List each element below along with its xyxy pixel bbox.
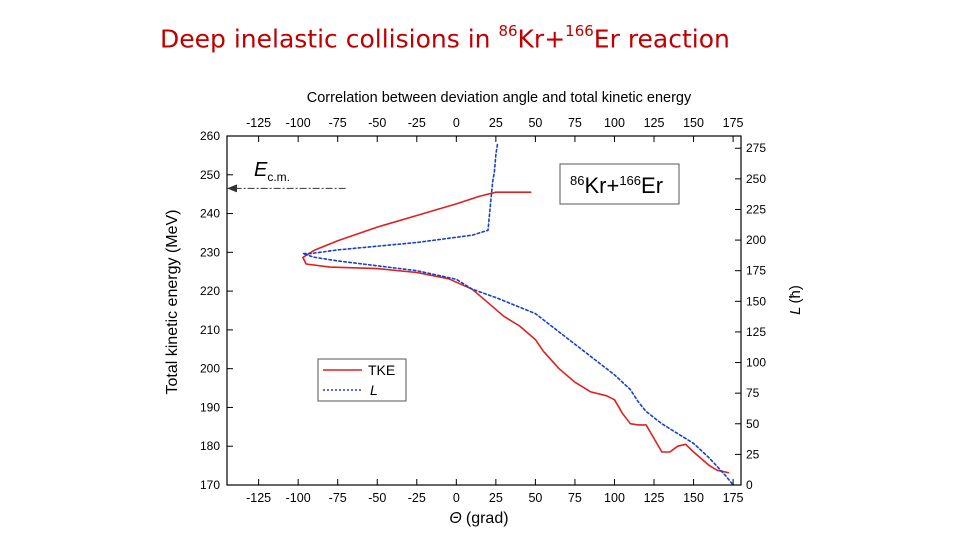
slide-title: Deep inelastic collisions in 86Kr+166Er …	[160, 22, 730, 54]
reaction-box: 86Kr+166Er	[559, 163, 680, 205]
x-tick-label-top-11: 150	[683, 116, 704, 130]
series-line-tke	[302, 191, 730, 474]
y2-tick-label-5: 125	[746, 325, 766, 339]
plot-frame	[226, 135, 742, 486]
x-tick-label-bottom-3: -50	[368, 491, 386, 505]
y-tick-label-5: 220	[200, 284, 220, 298]
y2-axis-symbol: L	[787, 307, 804, 315]
ecm-annotation: Ec.m.	[227, 159, 346, 193]
y2-tick-label-1: 25	[746, 447, 760, 461]
x-tick-label-top-5: 0	[453, 116, 460, 130]
tick-layer: -125 -125 -100 -100 -75 -75 -50 -50 -25 -25 0 0 25 25…	[200, 116, 766, 505]
y2-tick-label-0: 0	[746, 478, 753, 492]
series-line-l	[302, 143, 734, 486]
x-tick-label-top-8: 75	[568, 116, 582, 130]
legend-tke-label: TKE	[368, 362, 395, 378]
x-tick-label-bottom-8: 75	[568, 491, 582, 505]
ecm-label-sub: c.m.	[267, 170, 290, 184]
x-tick-label-top-12: 175	[723, 116, 744, 130]
x-axis-label: Θ (grad)	[449, 510, 508, 527]
x-tick-label-bottom-9: 100	[604, 491, 625, 505]
x-tick-label-bottom-11: 150	[683, 491, 704, 505]
x-tick-label-bottom-5: 0	[453, 491, 460, 505]
reaction-er-symbol: Er	[641, 173, 663, 198]
y2-axis-label: L (ħ)	[787, 285, 804, 315]
y-axis-label: Total kinetic energy (MeV)	[164, 210, 181, 395]
reaction-kr-symbol: Kr+	[584, 173, 619, 198]
y-tick-label-6: 230	[200, 245, 220, 259]
y-tick-label-4: 210	[200, 323, 220, 337]
x-tick-label-bottom-4: -25	[408, 491, 426, 505]
y-tick-label-7: 240	[200, 207, 220, 221]
legend: TKE L	[317, 358, 407, 402]
x-tick-label-top-9: 100	[604, 116, 625, 130]
legend-l-label: L	[370, 382, 378, 398]
y2-tick-label-7: 175	[746, 264, 766, 278]
y2-tick-label-4: 100	[746, 356, 766, 370]
x-tick-label-top-4: -25	[408, 116, 426, 130]
y2-tick-label-8: 200	[746, 233, 766, 247]
x-tick-label-bottom-12: 175	[723, 491, 744, 505]
x-tick-label-bottom-2: -75	[329, 491, 347, 505]
x-tick-label-bottom-7: 50	[528, 491, 542, 505]
series-layer	[302, 143, 734, 486]
ecm-label: Ec.m.	[254, 159, 290, 184]
y-tick-label-9: 260	[200, 129, 220, 143]
chart-title: Correlation between deviation angle and …	[307, 90, 692, 106]
title-kr-symbol: Kr+	[517, 24, 566, 54]
title-er-symbol: Er reaction	[593, 24, 730, 54]
title-kr-mass: 86	[498, 22, 518, 40]
x-tick-label-top-2: -75	[329, 116, 347, 130]
reaction-er-mass: 166	[619, 173, 641, 188]
y-tick-label-1: 180	[200, 439, 220, 453]
x-tick-label-top-3: -50	[368, 116, 386, 130]
y-tick-label-3: 200	[200, 362, 220, 376]
x-tick-label-top-6: 25	[489, 116, 503, 130]
y-tick-label-2: 190	[200, 400, 220, 414]
x-tick-label-top-10: 125	[644, 116, 665, 130]
title-prefix: Deep inelastic collisions in	[160, 24, 499, 54]
x-axis-unit: (grad)	[466, 510, 509, 527]
reaction-box-frame	[559, 163, 680, 205]
x-tick-label-top-1: -100	[286, 116, 311, 130]
y2-tick-label-10: 250	[746, 172, 766, 186]
reaction-kr-mass: 86	[570, 173, 584, 188]
reaction-label: 86Kr+166Er	[570, 173, 663, 198]
x-tick-label-top-7: 50	[528, 116, 542, 130]
ecm-label-main: E	[254, 159, 268, 181]
y2-tick-label-6: 150	[746, 294, 766, 308]
x-tick-label-top-0: -125	[246, 116, 271, 130]
legend-frame	[317, 358, 407, 402]
y2-axis-unit: (ħ)	[787, 285, 804, 303]
y2-tick-label-9: 225	[746, 202, 766, 216]
title-er-mass: 166	[565, 22, 594, 40]
x-tick-label-bottom-6: 25	[489, 491, 503, 505]
y-tick-label-8: 250	[200, 168, 220, 182]
y-tick-label-0: 170	[200, 478, 220, 492]
x-tick-label-bottom-1: -100	[286, 491, 311, 505]
x-tick-label-bottom-10: 125	[644, 491, 665, 505]
x-axis-symbol: Θ	[449, 510, 461, 527]
x-tick-label-bottom-0: -125	[246, 491, 271, 505]
y2-tick-label-11: 275	[746, 141, 766, 155]
y2-tick-label-3: 75	[746, 386, 760, 400]
y2-tick-label-2: 50	[746, 417, 760, 431]
